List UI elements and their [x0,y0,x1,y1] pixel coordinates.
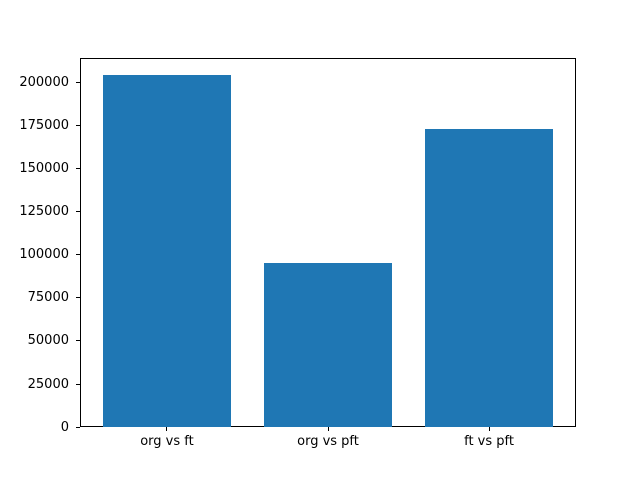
x-tick [327,427,329,432]
y-tick-label: 100000 [19,247,69,263]
x-tick [166,427,168,432]
bar-0 [102,75,232,428]
y-tick-label: 50000 [27,333,69,349]
y-tick [76,124,80,126]
y-tick-label: 25000 [27,376,69,392]
x-tick-label: org vs ft [140,434,194,450]
y-tick [76,426,80,428]
y-tick [76,211,80,212]
y-tick [76,383,80,385]
y-tick-label: 150000 [19,160,69,176]
y-tick [76,167,80,169]
y-tick [76,340,80,342]
y-tick-label: 125000 [19,204,69,219]
x-tick-label: ft vs pft [464,434,514,450]
y-tick-label: 75000 [27,290,69,306]
x-tick [488,427,490,432]
y-tick [76,81,80,83]
y-tick [76,254,80,256]
y-tick-label: 0 [60,419,69,435]
y-tick [76,297,80,299]
bar-2 [424,128,554,428]
y-tick-label: 200000 [19,74,69,90]
x-tick-label: org vs pft [297,434,359,450]
bar-1 [263,263,393,428]
y-tick-label: 175000 [19,117,69,133]
